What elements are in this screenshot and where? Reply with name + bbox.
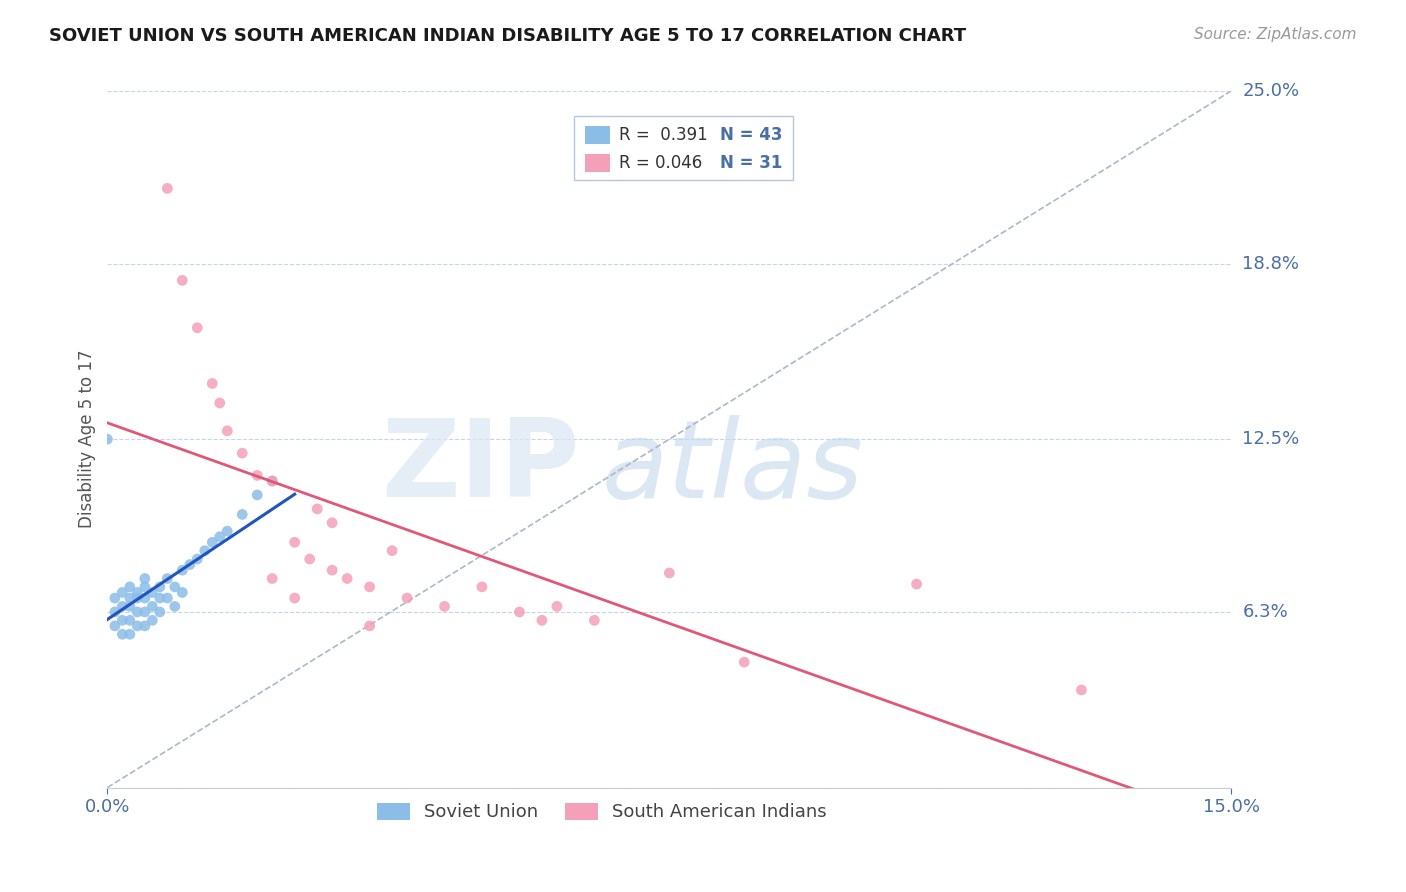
Point	[1070, 683, 1092, 698]
Point	[149, 591, 172, 605]
Point	[381, 543, 404, 558]
Point	[111, 613, 134, 627]
Point	[141, 613, 163, 627]
Point	[104, 605, 127, 619]
Point	[96, 432, 118, 446]
Point	[262, 572, 284, 586]
Point	[583, 613, 606, 627]
Point	[127, 585, 149, 599]
Point	[118, 580, 141, 594]
Point	[905, 577, 928, 591]
Point	[658, 566, 681, 580]
Point	[149, 580, 172, 594]
Text: 6.3%: 6.3%	[1243, 603, 1288, 621]
Point	[118, 591, 141, 605]
Point	[217, 424, 239, 438]
Point	[172, 585, 194, 599]
Point	[217, 524, 239, 538]
Point	[433, 599, 456, 614]
Point	[530, 613, 553, 627]
Text: atlas: atlas	[602, 415, 863, 519]
Text: R =  0.391: R = 0.391	[619, 126, 707, 144]
Point	[321, 516, 343, 530]
Point	[262, 474, 284, 488]
Text: 18.8%: 18.8%	[1243, 254, 1299, 273]
Point	[134, 619, 156, 633]
Point	[172, 563, 194, 577]
Point	[111, 599, 134, 614]
Point	[201, 535, 224, 549]
Point	[546, 599, 568, 614]
Point	[134, 572, 156, 586]
Text: SOVIET UNION VS SOUTH AMERICAN INDIAN DISABILITY AGE 5 TO 17 CORRELATION CHART: SOVIET UNION VS SOUTH AMERICAN INDIAN DI…	[49, 27, 966, 45]
Point	[179, 558, 201, 572]
Point	[194, 543, 217, 558]
Point	[127, 591, 149, 605]
Point	[508, 605, 530, 619]
Point	[141, 585, 163, 599]
Point	[298, 552, 321, 566]
Point	[141, 599, 163, 614]
Point	[396, 591, 419, 605]
Point	[246, 468, 269, 483]
Point	[231, 446, 253, 460]
Point	[156, 591, 179, 605]
Text: 12.5%: 12.5%	[1243, 430, 1299, 448]
Point	[104, 619, 127, 633]
Y-axis label: Disability Age 5 to 17: Disability Age 5 to 17	[79, 350, 96, 528]
Point	[336, 572, 359, 586]
Point	[471, 580, 494, 594]
Point	[172, 273, 194, 287]
Point	[246, 488, 269, 502]
Point	[134, 605, 156, 619]
Point	[127, 619, 149, 633]
Point	[111, 627, 134, 641]
Point	[156, 181, 179, 195]
Point	[321, 563, 343, 577]
Text: 25.0%: 25.0%	[1243, 82, 1299, 100]
Point	[186, 552, 208, 566]
Text: R = 0.046: R = 0.046	[619, 153, 702, 171]
Point	[208, 530, 231, 544]
Point	[118, 627, 141, 641]
Point	[359, 580, 381, 594]
Legend: Soviet Union, South American Indians: Soviet Union, South American Indians	[370, 796, 834, 829]
Point	[284, 591, 307, 605]
Point	[262, 474, 284, 488]
Text: ZIP: ZIP	[381, 414, 579, 520]
Point	[201, 376, 224, 391]
Text: Source: ZipAtlas.com: Source: ZipAtlas.com	[1194, 27, 1357, 42]
Point	[163, 580, 186, 594]
FancyBboxPatch shape	[574, 116, 793, 180]
Point	[359, 619, 381, 633]
Point	[307, 501, 329, 516]
Point	[733, 655, 755, 669]
Point	[156, 572, 179, 586]
Point	[163, 599, 186, 614]
Point	[284, 535, 307, 549]
Point	[134, 591, 156, 605]
Point	[111, 585, 134, 599]
Point	[127, 605, 149, 619]
Point	[118, 613, 141, 627]
Bar	[585, 153, 610, 171]
Point	[186, 320, 208, 334]
Bar	[585, 126, 610, 144]
Point	[104, 591, 127, 605]
Point	[208, 396, 231, 410]
Point	[149, 605, 172, 619]
Text: N = 43: N = 43	[720, 126, 782, 144]
Point	[118, 599, 141, 614]
Text: N = 31: N = 31	[720, 153, 782, 171]
Point	[134, 580, 156, 594]
Point	[231, 508, 253, 522]
